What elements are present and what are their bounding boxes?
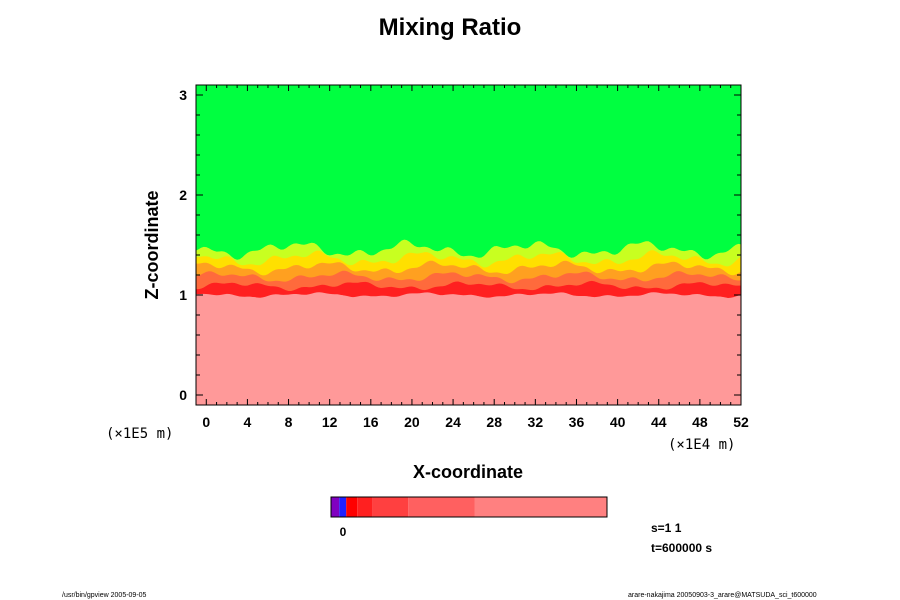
colorbar-frame [330, 496, 608, 518]
x-tick-label: 16 [363, 414, 379, 430]
x-tick-label: 48 [692, 414, 708, 430]
x-tick-label: 0 [202, 414, 210, 430]
lower-layer-fill [196, 295, 741, 405]
x-tick-label: 52 [733, 414, 749, 430]
x-tick-label: 8 [285, 414, 293, 430]
x-axis-title: X-coordinate [413, 462, 523, 482]
colorbar-swatch [339, 497, 347, 517]
x-unit-label: (×1E4 m) [668, 437, 735, 453]
x-tick-label: 36 [569, 414, 585, 430]
colorbar-swatch [346, 497, 358, 517]
s-label: s=1 1 [651, 521, 682, 535]
x-tick-label: 28 [486, 414, 502, 430]
x-tick-label: 24 [445, 414, 461, 430]
x-tick-label: 40 [610, 414, 626, 430]
footer-right: arare-nakajima 20050903-3_arare@MATSUDA_… [628, 592, 817, 599]
x-tick-label: 32 [528, 414, 544, 430]
y-axis: 0 1 2 3 [179, 87, 741, 403]
y-axis-title: Z-coordinate [142, 190, 162, 299]
y-unit-label: (×1E5 m) [106, 426, 173, 442]
colorbar-swatch [408, 497, 475, 517]
y-tick-label: 1 [179, 287, 187, 303]
colorbar-swatch [474, 497, 607, 517]
y-tick-label: 3 [179, 87, 187, 103]
footer-left: /usr/bin/gpview 2005-09-05 [62, 592, 147, 599]
chart-title: Mixing Ratio [378, 14, 522, 41]
plot-frame [195, 84, 742, 406]
y-tick-label: 0 [179, 387, 187, 403]
colorbar-swatch [372, 497, 409, 517]
t-label: t=600000 s [651, 541, 712, 555]
colorbar-tick-label: 0 [340, 525, 347, 539]
colorbar [331, 497, 607, 517]
x-tick-label: 12 [322, 414, 338, 430]
colorbar-swatch [357, 497, 373, 517]
x-tick-label: 44 [651, 414, 667, 430]
x-tick-label: 4 [244, 414, 252, 430]
colorbar-swatch [331, 497, 340, 517]
y-tick-label: 2 [179, 187, 187, 203]
x-axis: 0 4 8 12 16 20 24 28 32 36 40 44 48 52 [195, 85, 749, 430]
x-tick-label: 20 [404, 414, 420, 430]
plot-area [196, 85, 741, 405]
